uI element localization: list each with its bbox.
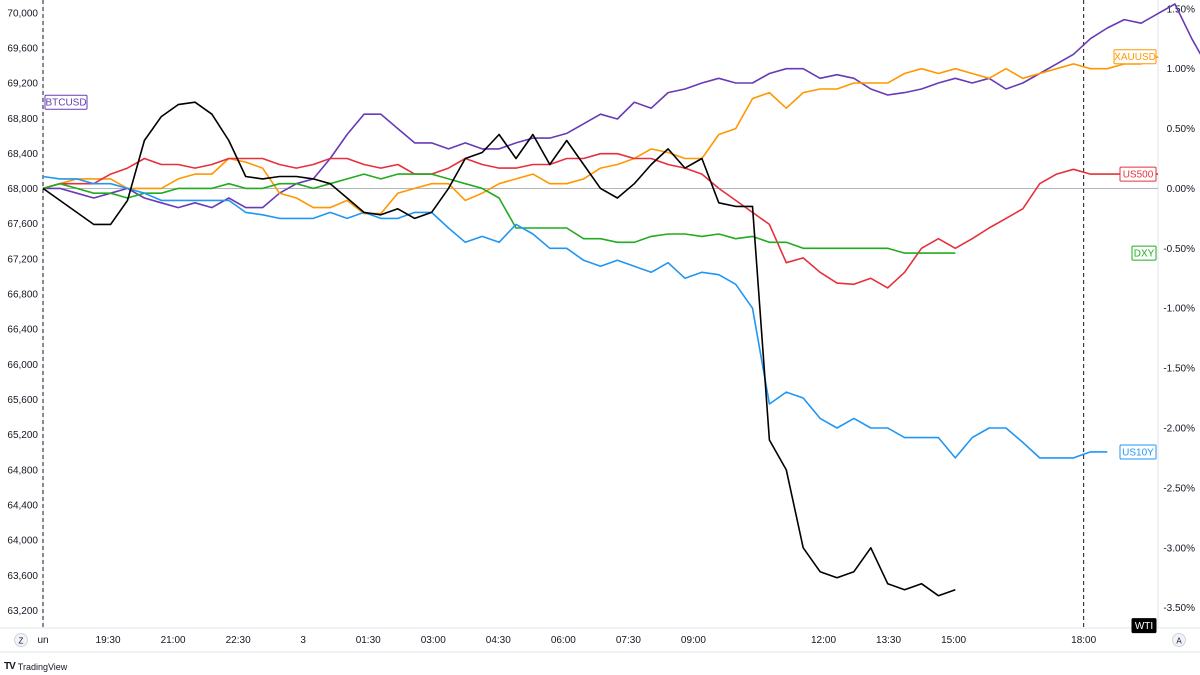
left-tick-label: 63,200 (7, 606, 38, 617)
left-tick-label: 67,600 (7, 219, 38, 230)
right-tick-label: 1.50% (1167, 4, 1195, 15)
right-tick-label: -1.00% (1163, 304, 1195, 315)
time-axis[interactable]: un 19:30 21:00 22:30 3 01:30 03:00 04:30 06:00 07… (37, 635, 1096, 646)
series-line-dxy (42, 173, 956, 254)
right-tick-label: 1.00% (1167, 64, 1195, 75)
time-tick-label: 01:30 (356, 635, 381, 646)
series-tag-btcusd: BTCUSD (44, 94, 88, 110)
left-tick-label: 69,600 (7, 43, 38, 54)
time-tick-label: 3 (300, 635, 306, 646)
series-tag-box (1119, 166, 1157, 182)
time-tick-label: un (37, 635, 48, 646)
time-tick-label: 07:30 (616, 635, 641, 646)
left-tick-label: 68,400 (7, 149, 38, 160)
series-tag-xauusd: XAUUSD (1113, 49, 1157, 65)
left-tick-label: 66,400 (7, 325, 38, 336)
time-tick-label: 12:00 (811, 635, 836, 646)
left-tick-label: 66,000 (7, 360, 38, 371)
right-tick-label: -3.00% (1163, 543, 1195, 554)
series-tag-label: XAUUSD (1114, 52, 1156, 63)
zoom-reset-label[interactable]: Z (19, 637, 24, 646)
tradingview-label: TradingView (17, 661, 68, 672)
series-line-btcusd (43, 3, 1200, 209)
series-tag-label: WTI (1135, 621, 1153, 632)
left-tick-label: 65,200 (7, 430, 38, 441)
time-tick-label: 19:30 (96, 635, 121, 646)
series-tag-us10y: US10Y (1119, 444, 1157, 460)
time-tick-label: 04:30 (486, 635, 511, 646)
left-tick-label: 70,000 (7, 8, 38, 19)
series-tag-box (44, 94, 88, 110)
series-line-us10y (42, 175, 1108, 459)
time-tick-label: 03:00 (421, 635, 446, 646)
time-tick-label: 18:00 (1071, 635, 1096, 646)
time-tick-label: 06:00 (551, 635, 576, 646)
auto-scale-circle[interactable] (1172, 633, 1186, 647)
series-tag-box (1131, 245, 1157, 261)
time-tick-label: 09:00 (681, 635, 706, 646)
auto-scale-button[interactable]: A (1172, 633, 1186, 647)
series-tag-box (1119, 444, 1157, 460)
left-tick-label: 64,400 (7, 500, 38, 511)
series-tags: BTCUSD XAUUSD US500 DXY US10Y WTI (44, 49, 1157, 634)
left-tick-label: 65,600 (7, 395, 38, 406)
left-tick-label: 67,200 (7, 254, 38, 265)
series-tag-label: US10Y (1122, 447, 1154, 458)
left-tick-label: 68,000 (7, 184, 38, 195)
right-tick-label: -1.50% (1163, 364, 1195, 375)
series-tag-box (1131, 618, 1157, 634)
right-percent-axis[interactable]: 1.50% 1.00% 0.50% 0.00% -0.50% -1.00% -1.50% -2… (1163, 4, 1195, 614)
left-tick-label: 66,800 (7, 290, 38, 301)
series-tag-box (1113, 49, 1157, 65)
left-tick-label: 63,600 (7, 571, 38, 582)
tradingview-logo-icon: TV (4, 661, 16, 672)
series-tag-label: DXY (1134, 249, 1155, 260)
series-tag-label: US500 (1123, 170, 1154, 181)
zoom-reset-circle[interactable] (14, 633, 28, 647)
series-tag-label: BTCUSD (45, 98, 86, 109)
time-tick-label: 22:30 (226, 635, 251, 646)
tradingview-brand[interactable]: TV TradingView (4, 661, 67, 672)
time-tick-label: 15:00 (941, 635, 966, 646)
right-tick-label: 0.00% (1167, 184, 1195, 195)
guides (0, 0, 1200, 653)
right-tick-label: -3.50% (1163, 603, 1195, 614)
right-tick-label: 0.50% (1167, 124, 1195, 135)
auto-scale-label[interactable]: A (1176, 637, 1182, 646)
time-tick-label: 21:00 (161, 635, 186, 646)
series-tag-dxy: DXY (1131, 245, 1157, 261)
left-tick-label: 69,200 (7, 79, 38, 90)
series-lines (42, 3, 1200, 597)
left-price-axis[interactable]: 70,000 69,600 69,200 68,800 68,400 68,000 67,6… (7, 8, 38, 617)
left-tick-label: 68,800 (7, 114, 38, 125)
left-tick-label: 64,000 (7, 536, 38, 547)
right-tick-label: -2.50% (1163, 483, 1195, 494)
zoom-reset-button[interactable]: Z (14, 633, 28, 647)
series-line-us500 (42, 152, 1158, 289)
left-tick-label: 64,800 (7, 465, 38, 476)
series-tag-wti: WTI (1131, 618, 1157, 634)
series-tag-us500: US500 (1119, 166, 1157, 182)
right-tick-label: -2.00% (1163, 423, 1195, 434)
time-tick-label: 13:30 (876, 635, 901, 646)
right-tick-label: -0.50% (1163, 244, 1195, 255)
series-line-wti (42, 101, 956, 597)
